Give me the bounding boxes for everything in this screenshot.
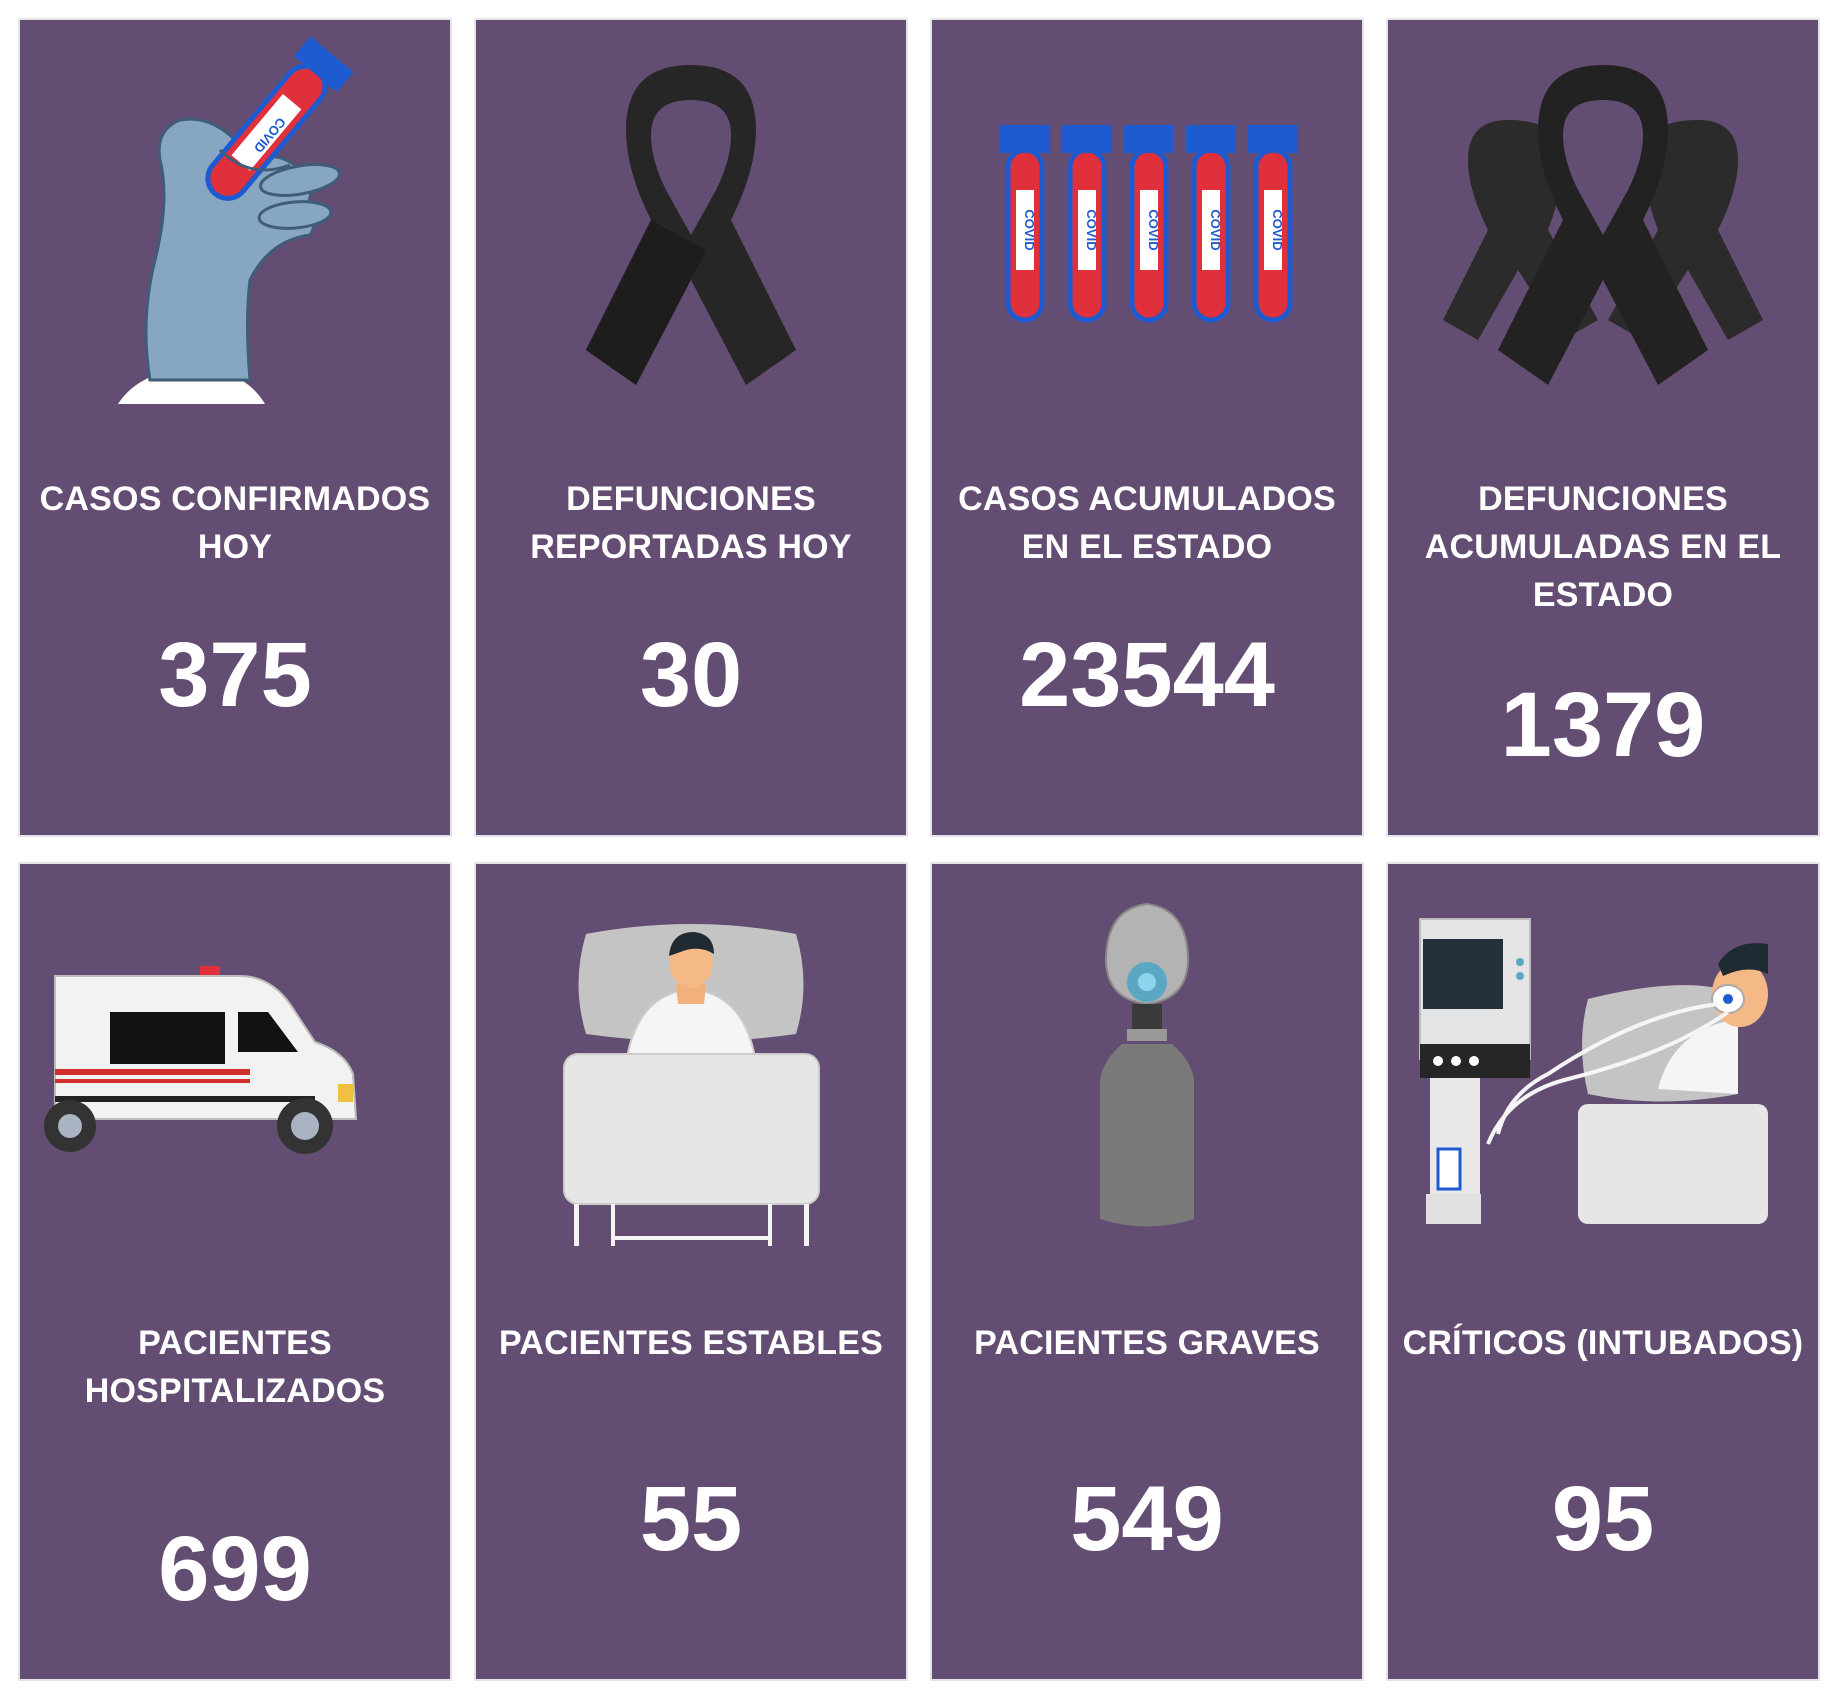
card-serious: PACIENTES GRAVES 549 xyxy=(930,862,1364,1681)
tube-covid-label: COVID xyxy=(1022,209,1037,250)
card-label: DEFUNCIONES ACUMULADAS EN EL ESTADO xyxy=(1424,480,1782,614)
card-value: 549 xyxy=(1070,1468,1224,1570)
card-label: CASOS CONFIRMADOS HOY xyxy=(39,480,431,566)
three-black-ribbons-icon xyxy=(1388,20,1818,440)
tube-covid-label: COVID xyxy=(1270,209,1285,250)
card-value: 375 xyxy=(158,624,312,726)
card-label: DEFUNCIONES REPORTADAS HOY xyxy=(530,480,852,566)
card-hospitalized: PACIENTES HOSPITALIZADOS 699 xyxy=(18,862,452,1681)
gloved-hand-test-tube-icon: COVID xyxy=(20,20,450,440)
test-tubes-icon: COVID COVID COVID COVID COVID xyxy=(932,20,1362,440)
card-label: CASOS ACUMULADOS EN EL ESTADO xyxy=(958,480,1336,566)
card-value: 23544 xyxy=(1019,624,1275,726)
card-value: 30 xyxy=(639,624,743,726)
ventilator-patient-icon xyxy=(1388,864,1818,1284)
card-value: 1379 xyxy=(1500,674,1706,776)
tube-covid-label: COVID xyxy=(1084,209,1099,250)
card-stable: PACIENTES ESTABLES 55 xyxy=(474,862,908,1681)
card-accumulated-cases: COVID COVID COVID COVID COVID CASOS ACUMULAD… xyxy=(930,18,1364,837)
tube-covid-label: COVID xyxy=(1146,209,1161,250)
card-label: PACIENTES HOSPITALIZADOS xyxy=(84,1324,386,1410)
card-deaths-today: DEFUNCIONES REPORTADAS HOY 30 xyxy=(474,18,908,837)
card-label: PACIENTES GRAVES xyxy=(974,1324,1320,1362)
card-critical-intubated: CRÍTICOS (INTUBADOS) 95 xyxy=(1386,862,1820,1681)
card-value: 95 xyxy=(1551,1468,1655,1570)
ambulance-icon xyxy=(20,864,450,1284)
tube-covid-label: COVID xyxy=(1208,209,1223,250)
patient-in-bed-icon xyxy=(476,864,906,1284)
oxygen-tank-icon xyxy=(932,864,1362,1284)
black-ribbon-icon xyxy=(476,20,906,440)
card-confirmed-today: COVID CASOS CONFIRMADOS HOY 375 xyxy=(18,18,452,837)
card-label: CRÍTICOS (INTUBADOS) xyxy=(1402,1324,1804,1362)
card-accumulated-deaths: DEFUNCIONES ACUMULADAS EN EL ESTADO 1379 xyxy=(1386,18,1820,837)
card-value: 55 xyxy=(639,1468,743,1570)
card-value: 699 xyxy=(158,1518,312,1620)
card-label: PACIENTES ESTABLES xyxy=(499,1324,883,1362)
